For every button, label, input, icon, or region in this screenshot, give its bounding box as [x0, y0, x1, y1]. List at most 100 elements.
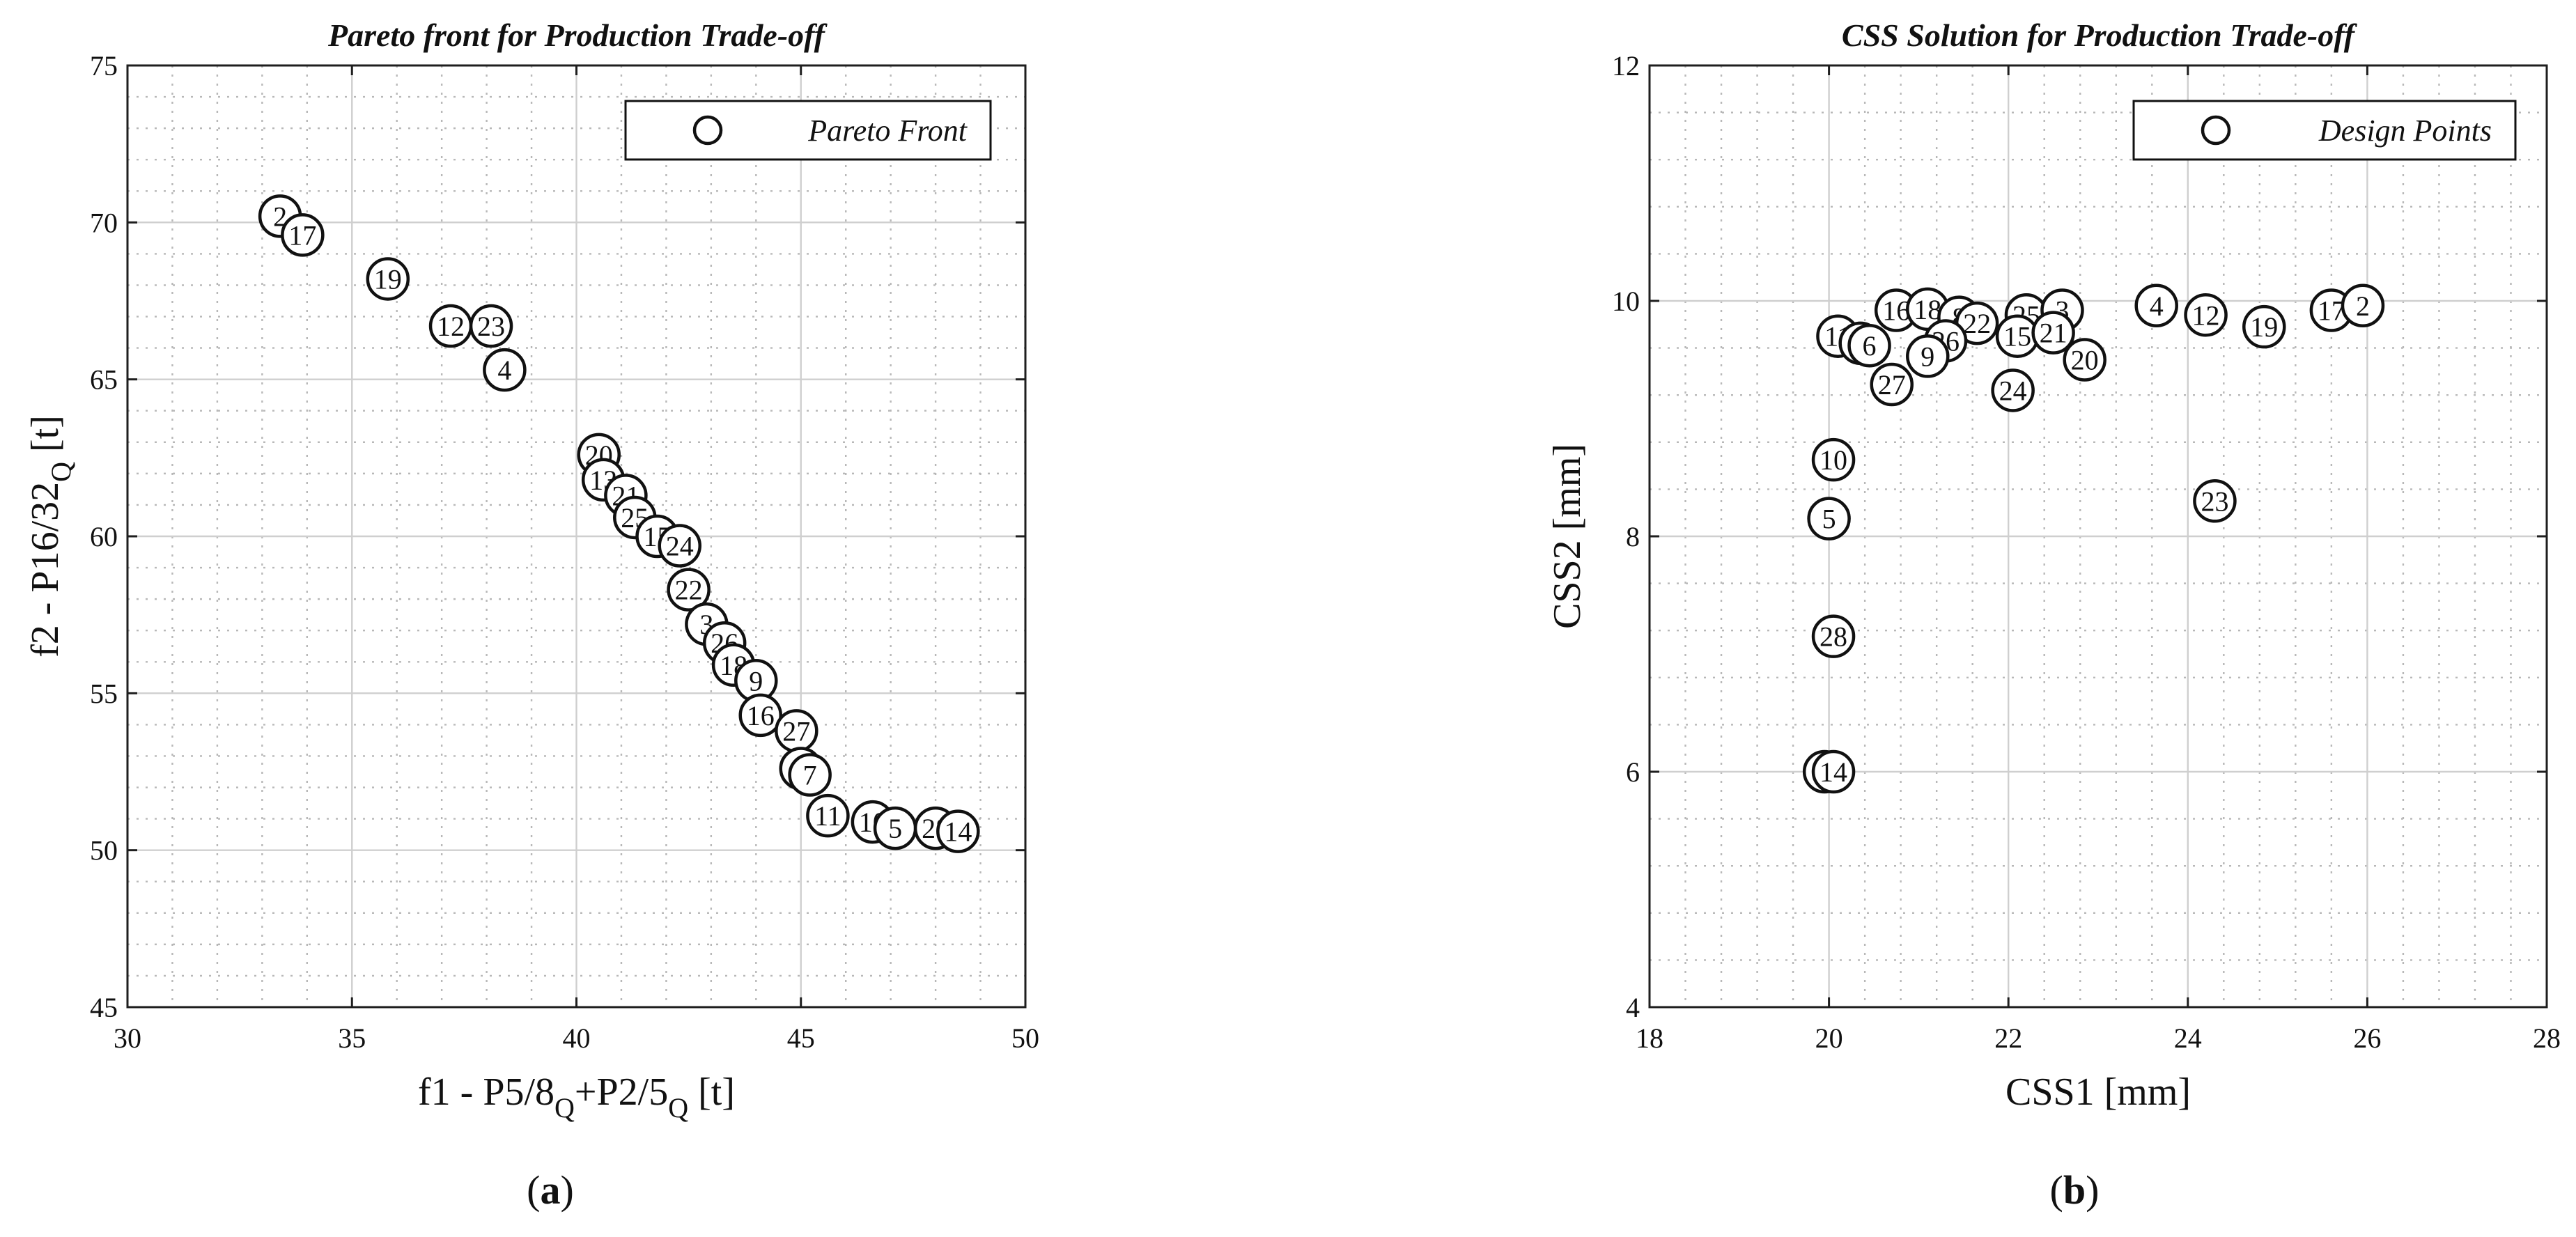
css-point-label: 23	[2201, 485, 2228, 517]
css-x-axis-label: CSS1 [mm]	[2005, 1071, 2191, 1114]
css-point-6: 6	[1847, 323, 1891, 368]
css-point-label: 16	[1882, 295, 1910, 327]
pareto-legend-box	[624, 100, 992, 161]
pareto-point-17: 17	[281, 213, 325, 257]
pareto-point-label: 27	[782, 715, 810, 747]
pareto-y-tick-label: 50	[90, 835, 118, 866]
pareto-y-tick-label: 70	[90, 207, 118, 238]
pareto-point-marker	[667, 568, 711, 612]
css-point-5: 5	[1807, 497, 1851, 540]
pareto-y-tick-label: 45	[90, 992, 118, 1023]
css-point-marker	[1870, 362, 1914, 407]
css-x-tick-label: 18	[1636, 1022, 1663, 1054]
css-point-marker	[2184, 293, 2228, 337]
css-point-label: 12	[2192, 299, 2220, 331]
css-point-19: 19	[2242, 304, 2286, 349]
css-point-27: 27	[1870, 362, 1914, 407]
css-point-marker	[2341, 283, 2385, 328]
css-legend-label: Design Points	[2318, 114, 2492, 148]
css-point-marker	[1811, 614, 1856, 658]
css-point-marker	[1847, 323, 1891, 368]
pareto-point-label: 9	[749, 665, 763, 697]
pareto-point-9: 9	[734, 659, 778, 703]
css-point-label: 27	[1878, 369, 1906, 400]
css-point-marker	[2063, 338, 2106, 382]
css-point-label: 21	[2040, 318, 2067, 349]
css-point-4: 4	[2134, 283, 2178, 328]
pareto-point-12: 12	[428, 304, 473, 348]
pareto-y-tick-label: 65	[90, 364, 118, 396]
css-point-label: 22	[1963, 308, 1991, 339]
pareto-y-tick-label: 55	[90, 678, 118, 709]
pareto-point-16: 16	[738, 693, 782, 738]
pareto-point-marker	[738, 693, 782, 738]
css-point-9: 9	[1906, 334, 1950, 378]
css-y-tick-label: 10	[1612, 286, 1640, 317]
css-y-tick-label: 6	[1626, 756, 1640, 788]
pareto-point-23: 23	[469, 304, 513, 348]
css-point-marker	[2193, 479, 2237, 523]
pareto-point-22: 22	[667, 568, 711, 612]
css-point-21: 21	[2031, 311, 2075, 355]
pareto-x-tick-label: 40	[563, 1022, 591, 1054]
css-point-marker	[2134, 283, 2178, 328]
css-y-tick-label: 4	[1626, 992, 1640, 1023]
pareto-chart-title: Pareto front for Production Trade-off	[327, 17, 828, 53]
pareto-point-marker	[806, 793, 850, 838]
pareto-point-11: 11	[806, 793, 850, 838]
pareto-point-label: 16	[747, 700, 775, 731]
pareto-data-points: 2171912234201321251524223261891627671110…	[258, 194, 980, 853]
pareto-point-label: 23	[477, 311, 505, 342]
pareto-legend: Pareto Front	[624, 100, 992, 161]
pareto-y-axis-label: f2 - P16/32Q [t]	[24, 415, 77, 658]
css-point-20: 20	[2063, 338, 2106, 382]
pareto-point-label: 4	[497, 355, 511, 386]
pareto-legend-label: Pareto Front	[807, 114, 968, 148]
pareto-point-marker	[366, 257, 410, 301]
css-point-marker	[1811, 437, 1856, 482]
css-point-label: 19	[2250, 311, 2278, 343]
pareto-point-marker	[936, 809, 980, 853]
css-legend: Design Points	[2132, 100, 2517, 161]
pareto-x-tick-label: 45	[787, 1022, 815, 1054]
css-point-28: 28	[1811, 614, 1856, 658]
css-point-2: 2	[2341, 283, 2385, 328]
css-legend-marker	[2201, 115, 2231, 146]
pareto-point-label: 19	[374, 263, 402, 295]
css-point-marker	[1906, 334, 1950, 378]
css-point-marker	[1991, 368, 2035, 412]
pareto-point-19: 19	[366, 257, 410, 301]
css-y-tick-label: 12	[1612, 50, 1640, 81]
pareto-y-tick-label: 60	[90, 521, 118, 552]
pareto-x-tick-label: 35	[338, 1022, 366, 1054]
pareto-point-label: 7	[803, 760, 817, 791]
pareto-point-label: 5	[888, 813, 902, 844]
css-panel-caption: (b)	[2050, 1167, 2100, 1213]
pareto-panel-caption: (a)	[527, 1167, 574, 1213]
css-x-tick-label: 24	[2174, 1022, 2202, 1054]
pareto-point-5: 5	[873, 806, 917, 850]
pareto-point-marker	[281, 213, 325, 257]
pareto-legend-marker	[692, 115, 723, 146]
pareto-y-tick-label: 75	[90, 50, 118, 81]
css-x-tick-label: 22	[1994, 1022, 2022, 1054]
pareto-point-marker	[788, 753, 832, 797]
pareto-point-label: 14	[944, 816, 972, 848]
css-point-marker	[2242, 304, 2286, 349]
pareto-point-marker	[483, 348, 527, 392]
pareto-x-tick-label: 30	[114, 1022, 141, 1054]
css-point-14: 14	[1811, 749, 1856, 794]
css-data-points: 1618822253152126117692720244121917210235…	[1802, 283, 2385, 794]
css-point-label: 4	[2150, 290, 2164, 322]
css-point-24: 24	[1991, 368, 2035, 412]
css-chart-title: CSS Solution for Production Trade-off	[1842, 17, 2358, 53]
css-point-10: 10	[1811, 437, 1856, 482]
css-point-label: 17	[2318, 295, 2345, 327]
css-legend-box	[2132, 100, 2517, 161]
css-y-axis-label: CSS2 [mm]	[1546, 444, 1589, 629]
